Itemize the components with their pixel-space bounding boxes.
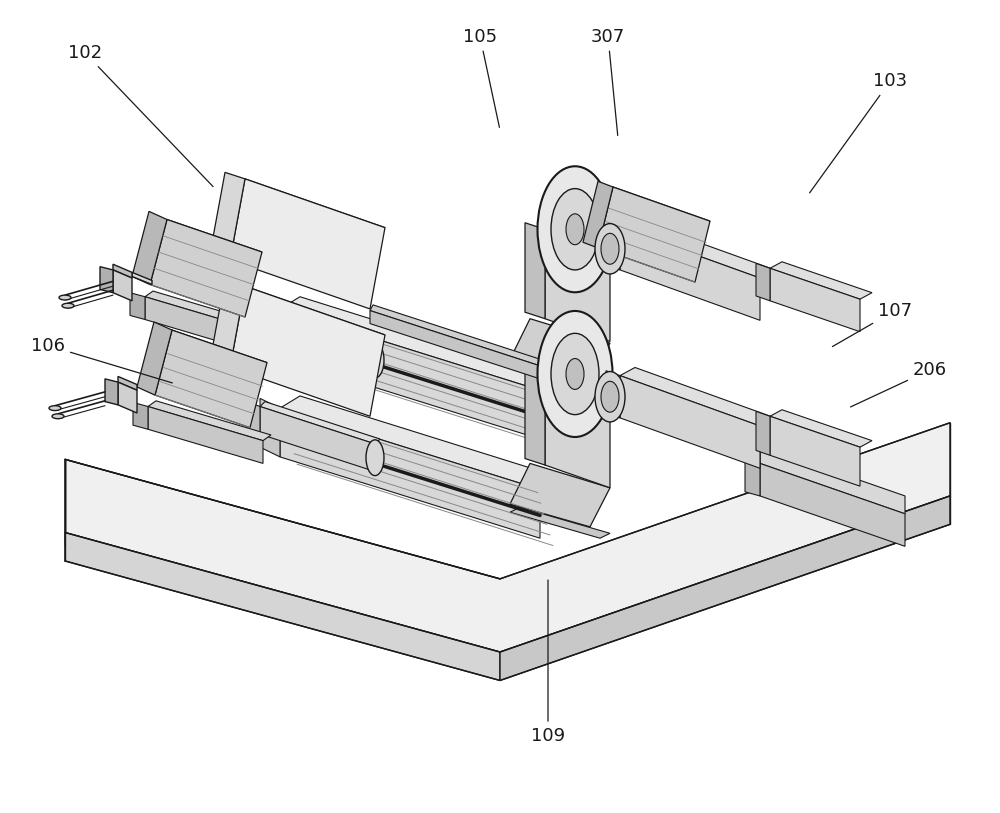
Polygon shape: [260, 398, 280, 457]
Polygon shape: [598, 187, 710, 282]
Polygon shape: [280, 408, 540, 538]
Polygon shape: [130, 293, 145, 320]
Polygon shape: [113, 270, 132, 301]
Polygon shape: [545, 229, 610, 341]
Polygon shape: [132, 211, 167, 285]
Polygon shape: [145, 297, 260, 354]
Polygon shape: [525, 369, 545, 465]
Polygon shape: [545, 376, 610, 488]
Ellipse shape: [59, 295, 71, 300]
Polygon shape: [280, 309, 540, 439]
Polygon shape: [260, 299, 280, 358]
Polygon shape: [756, 263, 770, 301]
Polygon shape: [247, 304, 260, 337]
Polygon shape: [606, 371, 620, 418]
Polygon shape: [148, 401, 271, 441]
Ellipse shape: [601, 233, 619, 264]
Polygon shape: [230, 179, 385, 309]
Polygon shape: [210, 280, 245, 367]
Polygon shape: [137, 322, 172, 395]
Polygon shape: [230, 179, 385, 236]
Polygon shape: [247, 402, 260, 434]
Polygon shape: [118, 382, 137, 413]
Polygon shape: [620, 376, 760, 468]
Polygon shape: [260, 304, 380, 346]
Polygon shape: [770, 410, 872, 447]
Polygon shape: [770, 268, 860, 332]
Polygon shape: [113, 264, 132, 278]
Polygon shape: [745, 441, 760, 496]
Text: 102: 102: [68, 44, 213, 187]
Ellipse shape: [366, 342, 384, 378]
Text: 307: 307: [591, 28, 625, 136]
Polygon shape: [150, 220, 262, 317]
Ellipse shape: [551, 333, 599, 415]
Text: 105: 105: [463, 28, 499, 128]
Polygon shape: [525, 223, 545, 319]
Polygon shape: [155, 330, 267, 372]
Polygon shape: [105, 379, 118, 405]
Polygon shape: [510, 463, 610, 527]
Ellipse shape: [566, 359, 584, 389]
Polygon shape: [620, 220, 775, 278]
Polygon shape: [280, 396, 560, 489]
Polygon shape: [760, 446, 905, 514]
Polygon shape: [510, 507, 610, 538]
Polygon shape: [65, 423, 950, 652]
Ellipse shape: [566, 214, 584, 245]
Ellipse shape: [538, 311, 612, 437]
Polygon shape: [230, 286, 385, 416]
Ellipse shape: [366, 440, 384, 476]
Polygon shape: [148, 406, 263, 463]
Text: 103: 103: [810, 72, 907, 193]
Ellipse shape: [538, 167, 612, 293]
Text: 109: 109: [531, 580, 565, 745]
Polygon shape: [598, 187, 710, 229]
Ellipse shape: [52, 414, 64, 419]
Polygon shape: [500, 496, 950, 680]
Polygon shape: [620, 367, 775, 426]
Polygon shape: [230, 286, 385, 343]
Polygon shape: [260, 309, 375, 374]
Polygon shape: [133, 402, 148, 429]
Polygon shape: [260, 402, 380, 444]
Polygon shape: [583, 181, 613, 248]
Ellipse shape: [551, 189, 599, 270]
Polygon shape: [620, 228, 760, 320]
Ellipse shape: [49, 406, 61, 411]
Polygon shape: [510, 363, 610, 393]
Polygon shape: [770, 416, 860, 486]
Polygon shape: [118, 376, 137, 390]
Polygon shape: [370, 311, 545, 380]
Polygon shape: [756, 411, 770, 455]
Ellipse shape: [595, 372, 625, 422]
Text: 106: 106: [31, 337, 172, 383]
Polygon shape: [155, 330, 267, 428]
Text: 206: 206: [851, 361, 947, 407]
Polygon shape: [210, 172, 245, 260]
Polygon shape: [260, 406, 375, 472]
Ellipse shape: [62, 303, 74, 308]
Polygon shape: [132, 272, 152, 285]
Text: 107: 107: [832, 302, 912, 346]
Ellipse shape: [601, 381, 619, 412]
Polygon shape: [145, 291, 268, 331]
Polygon shape: [280, 297, 560, 390]
Polygon shape: [510, 319, 610, 382]
Polygon shape: [150, 220, 262, 262]
Polygon shape: [606, 223, 620, 270]
Polygon shape: [760, 463, 905, 546]
Ellipse shape: [595, 224, 625, 274]
Polygon shape: [770, 262, 872, 299]
Polygon shape: [65, 533, 500, 680]
Polygon shape: [100, 267, 113, 293]
Polygon shape: [370, 305, 548, 367]
